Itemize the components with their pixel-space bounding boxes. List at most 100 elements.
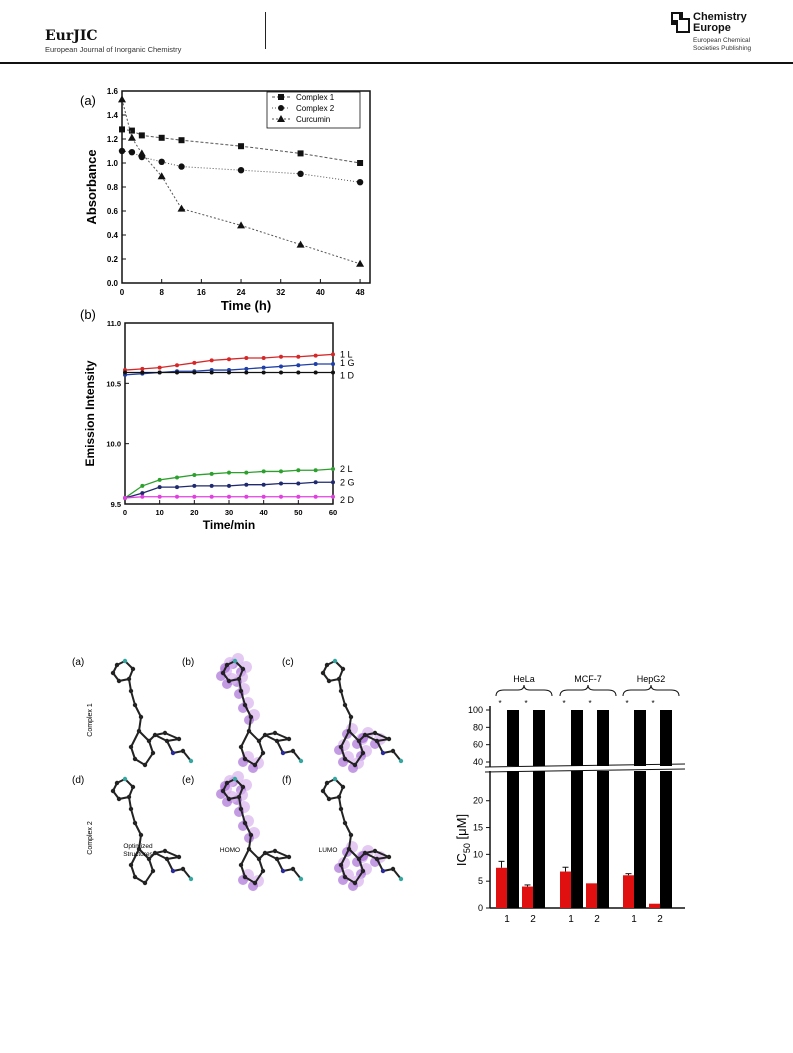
atom [128,862,134,868]
x-tick-label: 16 [197,288,206,297]
bond [134,704,142,718]
data-point [123,370,127,375]
atom [348,832,354,838]
bond [130,848,140,866]
atom [224,662,230,668]
bar-black-lower [507,771,519,908]
bond [344,822,352,836]
x-tick-label: 10 [155,508,163,517]
y-tick-label: 10.5 [106,379,121,388]
atom [342,756,348,762]
atom [162,848,168,854]
bond [164,732,180,740]
y-tick-label: 9.5 [111,500,121,509]
molecule-structure [110,776,194,886]
atom [242,702,248,708]
legend-label: Complex 2 [296,104,335,113]
caption-lumo: LUMO [319,847,338,854]
series-end-label: 1 L [340,349,353,359]
atom [326,796,332,802]
atom [176,736,182,742]
atom [150,868,156,874]
atom [128,744,134,750]
x-tick-label: 50 [294,508,302,517]
data-point [296,494,301,499]
bond [240,808,246,824]
bond [354,752,364,766]
atom [164,856,170,862]
y-tick-label: 11.0 [107,319,121,328]
data-point [237,167,245,174]
atom [360,750,366,756]
x-tick-label: 1 [631,914,637,925]
data-point [279,481,283,486]
data-point [157,494,162,499]
atom [128,806,134,812]
bond [340,848,350,866]
atom [398,876,404,882]
bond [144,870,154,884]
atom [272,848,278,854]
row-label: Complex 2 [87,821,94,855]
atom [298,876,304,882]
atom [110,670,116,676]
atom [390,866,396,872]
atom [336,676,342,682]
data-point [175,485,179,490]
bond [344,704,352,718]
data-point [356,179,364,186]
data-point [118,95,126,103]
bond [138,716,142,732]
significance-mark: * [651,699,654,708]
atom [224,780,230,786]
x-tick-label: 2 [530,914,536,925]
y-tick-label: 10.0 [106,440,121,449]
emission-chart: (b) 9.5 10.0 10.5 11.0 0 10 20 30 40 50 60 Time/min E… [80,307,355,532]
x-axis-label: Time (h) [221,298,271,313]
atom [116,678,122,684]
atom [132,702,138,708]
atom [146,856,152,862]
x-tick-label: 0 [120,288,125,297]
data-point [209,471,214,476]
data-point [175,370,179,375]
atom [342,820,348,826]
data-point [261,482,266,487]
bond [264,734,278,742]
series-end-label: 2 L [340,464,353,474]
series-end-label: 1 D [340,370,355,380]
bond [340,690,346,706]
atom [272,730,278,736]
bond [276,858,284,872]
atom [232,776,238,782]
y-tick-label: 60 [473,740,483,750]
atom [152,732,158,738]
bond [340,730,350,748]
data-point [227,483,231,488]
x-tick-label: 8 [159,288,164,297]
panel-label: (c) [282,657,294,668]
y-tick-label: 10 [473,849,483,859]
legend-label: Complex 1 [296,93,335,102]
y-tick-label: 1.6 [107,87,119,96]
bond [254,752,264,766]
x-tick-label: 1 [504,914,510,925]
legend-marker [278,94,284,100]
data-point [331,370,335,375]
y-tick-label: 0.6 [107,207,119,216]
bond [254,870,264,884]
panel-label: (d) [72,775,84,786]
data-point [140,366,145,371]
atom [142,880,148,886]
bond [364,852,378,860]
data-point [244,482,249,487]
atom [338,744,344,750]
data-point [192,370,197,375]
atom [242,874,248,880]
data-point [296,468,301,473]
data-point [178,163,185,170]
bar-black-upper [634,710,646,766]
group-label: MCF-7 [574,674,602,684]
bond [348,730,360,742]
bar-black-upper [597,710,609,766]
